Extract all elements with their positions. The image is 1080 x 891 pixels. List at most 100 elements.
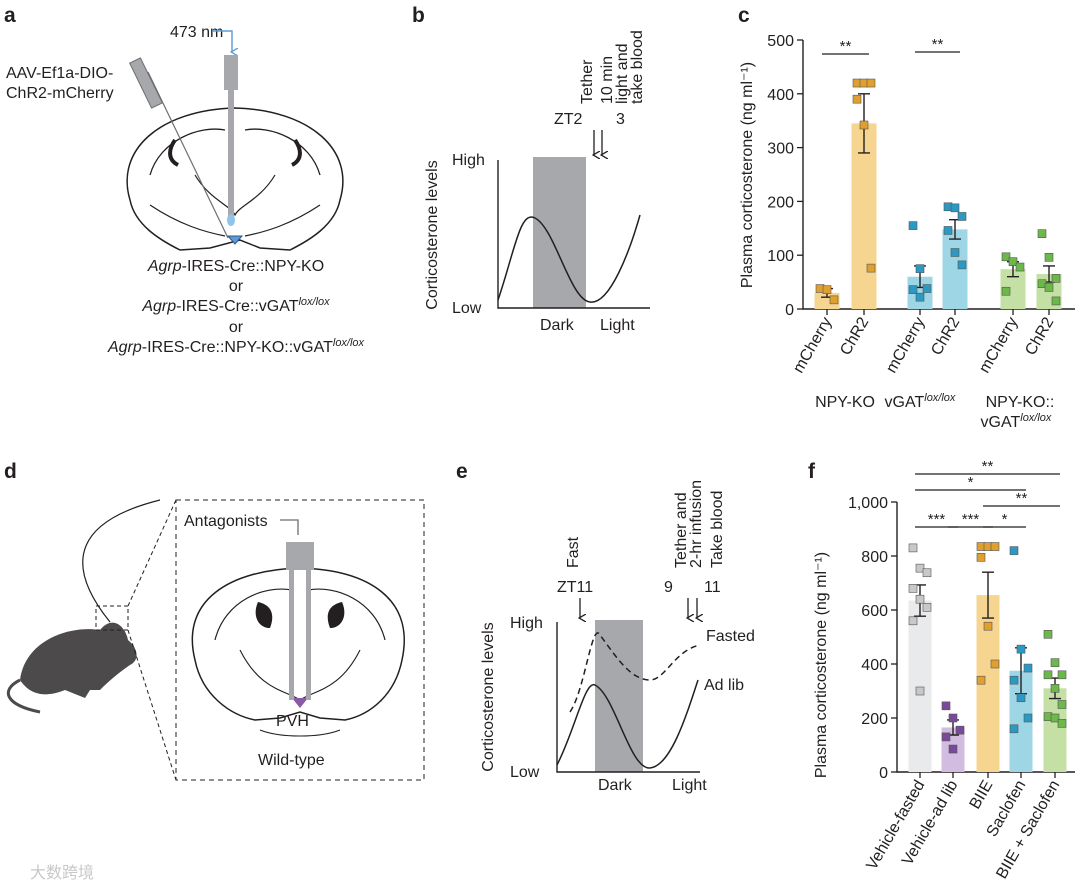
panel-label-a: a — [4, 4, 16, 27]
y-tick-label: 600 — [861, 603, 888, 620]
cannula-left — [289, 570, 294, 700]
significance-label: *** — [962, 511, 980, 528]
genotype-2: Agrp-IRES-Cre::vGATlox/lox — [141, 296, 330, 315]
light-glow — [227, 214, 235, 226]
tether-label: Tether — [579, 59, 596, 104]
optic-fiber-ferrule — [224, 55, 238, 90]
data-point — [948, 713, 958, 723]
tether-line1: Tether and — [673, 492, 690, 568]
optic-fiber — [228, 90, 234, 220]
fast-label: Fast — [565, 536, 582, 568]
data-point — [822, 285, 832, 294]
antagonists-label: Antagonists — [184, 513, 268, 530]
data-point — [955, 725, 965, 735]
data-point — [957, 260, 967, 270]
group-label-sup: lox/lox — [1020, 412, 1052, 424]
axes — [497, 160, 650, 309]
group-label-name: vGAT — [981, 414, 1021, 431]
y-tick-label: 1,000 — [848, 495, 888, 512]
data-point — [908, 616, 918, 626]
data-point — [1016, 644, 1026, 654]
zt11-label: ZT11 — [557, 579, 593, 596]
panel-label-f: f — [808, 460, 816, 483]
cannula-holder — [286, 542, 314, 570]
data-point — [983, 621, 993, 631]
data-point — [1009, 546, 1019, 555]
data-point — [1037, 229, 1047, 238]
significance-label: ** — [982, 458, 994, 475]
data-point — [1044, 253, 1054, 262]
fasted-curve — [569, 632, 701, 713]
bar — [851, 123, 877, 309]
y-tick-label: 400 — [861, 657, 888, 674]
data-point — [1057, 700, 1067, 709]
x-tick-label: ChR2 — [837, 314, 872, 358]
corticosterone-curve — [497, 214, 641, 303]
panel-f: f Plasma corticosterone (ng ml⁻¹) 0 200 40… — [808, 458, 1075, 882]
data-point — [941, 701, 951, 711]
syringe-icon — [128, 57, 164, 109]
y-tick-label: 300 — [767, 141, 794, 158]
data-point — [1057, 670, 1067, 680]
data-point — [950, 203, 960, 213]
group-label-sup: lox/lox — [924, 392, 956, 404]
significance-label: ** — [840, 38, 852, 55]
bar — [976, 595, 1000, 772]
panel-label-e: e — [456, 460, 468, 483]
group-label: NPY-KO:: — [986, 394, 1055, 411]
panel-d: d Antagonists PVH Wild-type — [4, 460, 425, 781]
x-tick-label: mCherry — [976, 315, 1021, 377]
panel-e: e High Low Corticosterone levels Dark Li… — [456, 460, 755, 794]
take-blood-label: Take blood — [709, 491, 726, 568]
data-point — [922, 568, 932, 578]
panel-label-d: d — [4, 460, 17, 483]
significance-label: * — [968, 474, 974, 491]
data-point — [908, 543, 918, 553]
y-axis-label: Corticosterone levels — [480, 622, 497, 771]
y-tick-label: 400 — [767, 87, 794, 104]
brain-section-icon — [126, 107, 344, 251]
significance-label: ** — [1016, 490, 1028, 507]
significance-label: ** — [932, 36, 944, 53]
data-point — [866, 78, 876, 88]
dark-period-shade — [595, 620, 643, 772]
x-tick-label: ChR2 — [928, 314, 963, 358]
panel-b: b High Low Corticosterone levels Dark Li… — [412, 4, 650, 334]
data-point — [1051, 296, 1061, 306]
data-point — [1043, 670, 1053, 680]
group-label-name: vGAT — [885, 394, 925, 411]
data-point — [915, 686, 925, 696]
data-point — [943, 226, 953, 235]
zoom-box-small — [95, 605, 129, 631]
x-tick-label: mCherry — [790, 315, 835, 377]
panel-c: c Plasma corticosterone (ng ml⁻¹) 0 100 20… — [738, 4, 1075, 431]
pvh-label: PVH — [276, 713, 309, 730]
bar — [1043, 688, 1067, 772]
data-point — [990, 659, 1000, 669]
cannula-right — [306, 570, 311, 700]
data-point — [941, 732, 951, 742]
zt2-label: ZT2 — [554, 111, 583, 128]
data-point — [829, 295, 839, 305]
wavelength-label: 473 nm — [170, 24, 223, 41]
y-low-label: Low — [510, 764, 540, 781]
y-tick-label: 800 — [861, 549, 888, 566]
axes — [802, 40, 1075, 310]
data-point — [908, 221, 918, 230]
note-line3: take blood — [629, 30, 646, 104]
or-2: or — [229, 319, 244, 336]
panel-a: a 473 nm AAV-Ef1a-DIO- ChR2-mCherry Agrp… — [4, 4, 365, 356]
data-point — [1023, 663, 1033, 673]
data-point — [866, 263, 876, 273]
data-point — [922, 602, 932, 612]
data-point — [957, 212, 967, 221]
y-axis-label: Plasma corticosterone (ng ml⁻¹) — [739, 62, 756, 288]
data-point — [976, 553, 986, 562]
dark-label: Dark — [540, 317, 575, 334]
data-point — [908, 584, 918, 593]
data-point — [1044, 283, 1054, 292]
significance-label: *** — [928, 511, 946, 528]
fasted-label: Fasted — [706, 628, 755, 645]
note-line1: 10 min — [599, 56, 616, 104]
data-point — [976, 675, 986, 685]
